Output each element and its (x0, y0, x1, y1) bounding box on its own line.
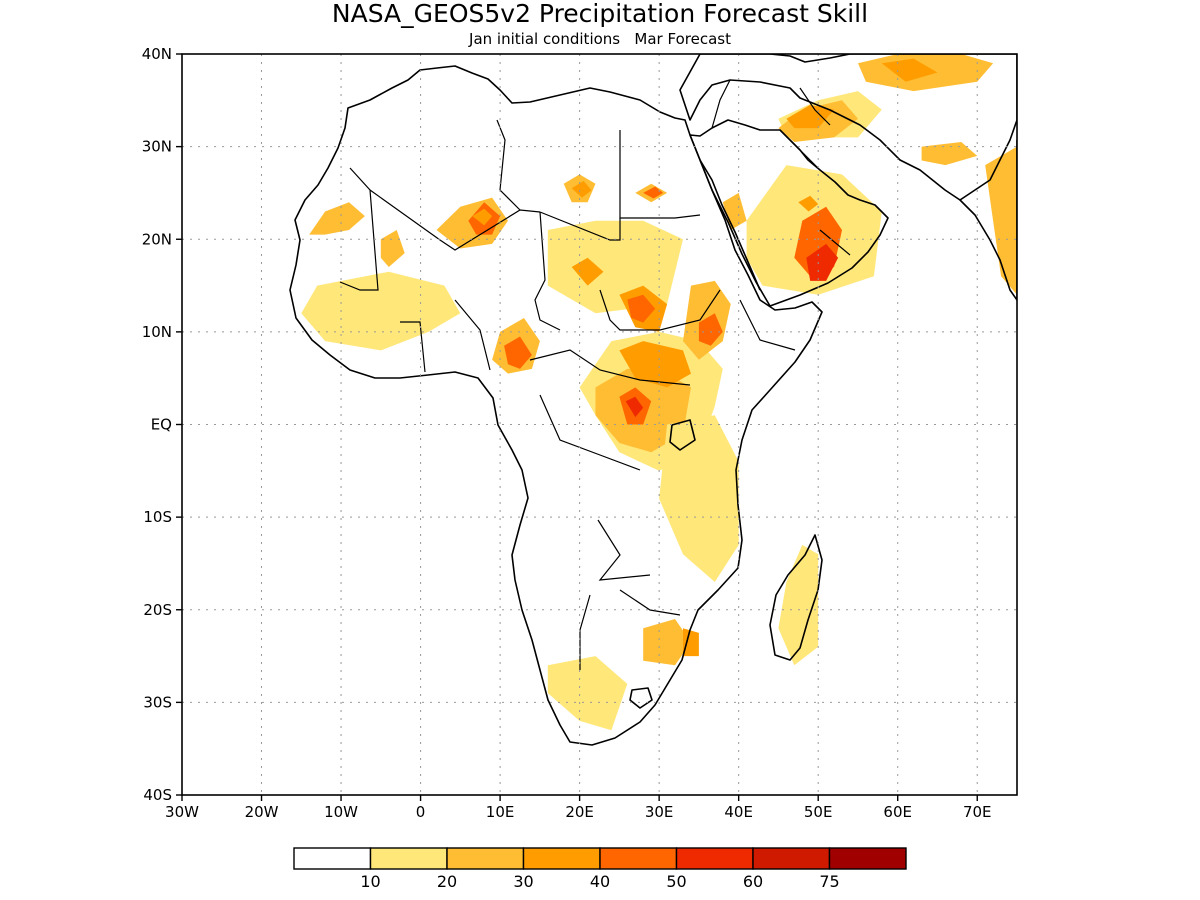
colorbar-swatch (753, 848, 830, 869)
colorbar-swatch (447, 848, 524, 869)
lat-tick-label: 20S (143, 601, 172, 619)
lon-tick-label: 10W (324, 803, 358, 821)
colorbar: 10 20 30 40 50 60 75 (294, 848, 906, 891)
colorbar-swatch (677, 848, 754, 869)
lat-tick-label: 30S (143, 693, 172, 711)
lon-tick-label: 0 (416, 803, 426, 821)
map-subtitle: Jan initial conditions Mar Forecast (468, 30, 731, 48)
lat-tick-label: 40S (143, 786, 172, 804)
lat-tick-label: 40N (142, 45, 172, 63)
skill-region-28 (683, 628, 699, 656)
map-title: NASA_GEOS5v2 Precipitation Forecast Skil… (332, 0, 868, 28)
colorbar-label: 75 (819, 872, 839, 891)
lat-tick-label: EQ (151, 416, 172, 434)
lon-tick-label: 20E (565, 803, 594, 821)
lon-tick-label: 60E (883, 803, 912, 821)
plot-area (182, 54, 1017, 795)
lat-tick-label: 30N (142, 138, 172, 156)
colorbar-label: 60 (743, 872, 763, 891)
lon-tick-label: 70E (963, 803, 992, 821)
colorbar-label: 20 (437, 872, 457, 891)
colorbar-label: 40 (590, 872, 610, 891)
colorbar-label: 30 (513, 872, 533, 891)
colorbar-swatch (524, 848, 601, 869)
colorbar-label: 10 (360, 872, 380, 891)
lat-tick-label: 20N (142, 230, 172, 248)
lon-tick-label: 20W (245, 803, 279, 821)
colorbar-swatch (371, 848, 448, 869)
colorbar-swatch (600, 848, 677, 869)
colorbar-swatch (294, 848, 371, 869)
lon-tick-label: 10E (486, 803, 515, 821)
map-figure: NASA_GEOS5v2 Precipitation Forecast Skil… (0, 0, 1200, 900)
colorbar-label: 50 (666, 872, 686, 891)
lon-tick-label: 30E (645, 803, 674, 821)
colorbar-swatch (830, 848, 907, 869)
lon-tick-label: 50E (804, 803, 833, 821)
lat-tick-label: 10S (143, 508, 172, 526)
lon-tick-label: 30W (165, 803, 199, 821)
lat-tick-label: 10N (142, 323, 172, 341)
lon-tick-label: 40E (724, 803, 753, 821)
